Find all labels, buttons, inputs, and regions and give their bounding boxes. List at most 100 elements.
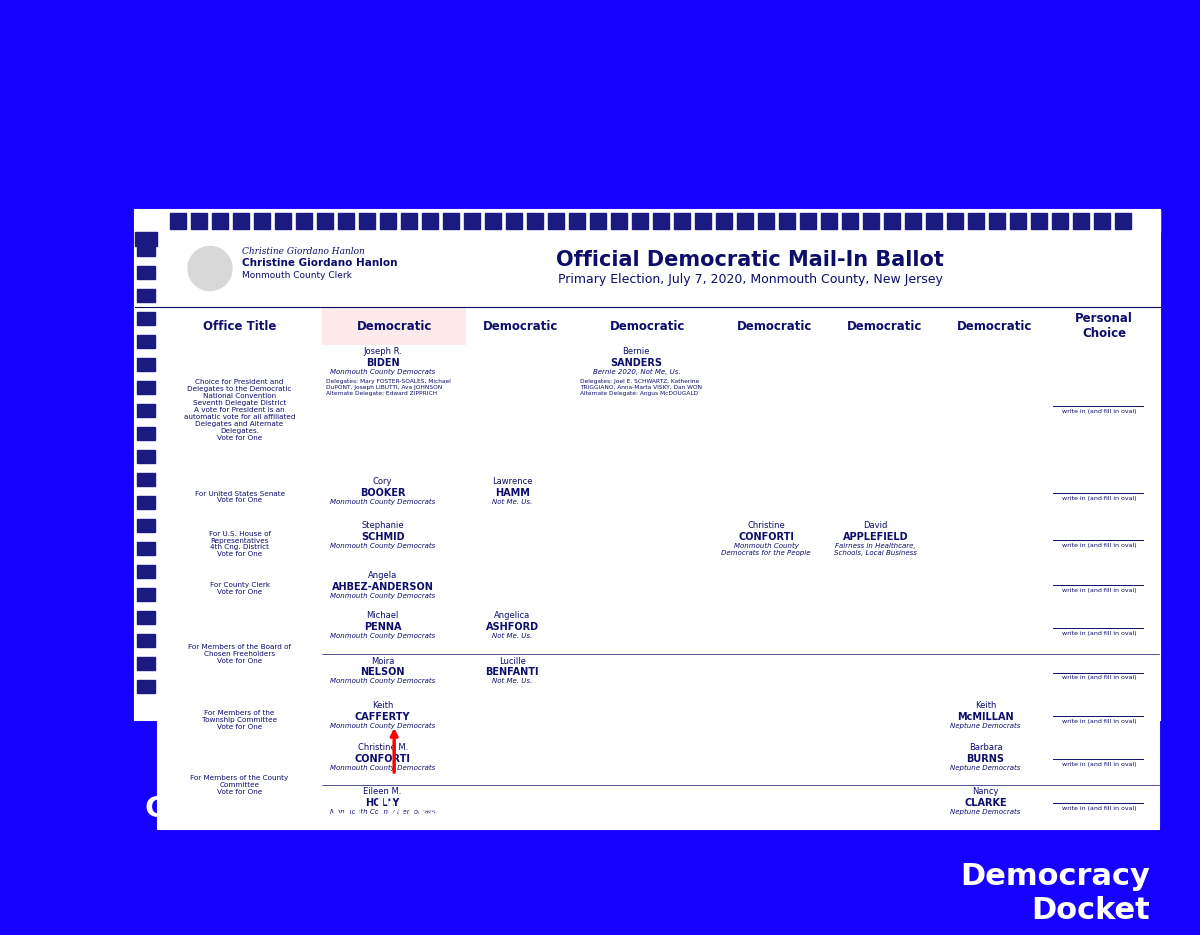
Text: Neptune Democrats: Neptune Democrats (950, 765, 1021, 771)
Bar (137, 381, 155, 394)
Bar (576, 569, 720, 609)
Bar (137, 565, 155, 578)
Text: Monmouth County Democrats: Monmouth County Democrats (330, 678, 436, 684)
Text: ASHFORD: ASHFORD (486, 622, 539, 632)
Bar (137, 335, 155, 348)
Ellipse shape (1145, 669, 1154, 677)
Bar (134, 210, 1160, 720)
Text: Stephanie: Stephanie (361, 522, 404, 530)
Text: For U.S. House of
Representatives
4th Cng. District
Vote for One: For U.S. House of Representatives 4th Cn… (209, 530, 271, 557)
Bar (940, 569, 1049, 609)
Ellipse shape (449, 704, 463, 714)
Text: Keith: Keith (372, 701, 394, 711)
Bar (359, 213, 374, 229)
Bar (466, 519, 576, 569)
Circle shape (188, 247, 232, 291)
Bar (275, 213, 292, 229)
Bar (1049, 741, 1159, 829)
Bar (466, 699, 576, 741)
Text: For County Clerk
Vote for One: For County Clerk Vote for One (210, 583, 270, 596)
Text: County ballot line: County ballot line (145, 795, 437, 823)
Text: APPLEFIELD: APPLEFIELD (842, 532, 908, 542)
Ellipse shape (449, 574, 463, 584)
Text: Delegates: Mary FOSTER-SOALES, Michael: Delegates: Mary FOSTER-SOALES, Michael (326, 379, 451, 383)
Bar (527, 213, 542, 229)
Bar (157, 699, 323, 741)
Text: Christine: Christine (748, 522, 785, 530)
Text: write in (and fill in oval): write in (and fill in oval) (1062, 675, 1136, 681)
Ellipse shape (449, 524, 463, 534)
Bar (317, 213, 334, 229)
Text: Fairness in Healthcare,: Fairness in Healthcare, (835, 543, 916, 549)
Bar (720, 609, 829, 699)
Ellipse shape (1145, 712, 1154, 720)
Ellipse shape (1145, 755, 1154, 763)
Bar (134, 232, 157, 246)
Text: write in (and fill in oval): write in (and fill in oval) (1062, 630, 1136, 636)
Text: CONFORTI: CONFORTI (355, 754, 410, 764)
Ellipse shape (1145, 489, 1154, 497)
Bar (137, 404, 155, 417)
Ellipse shape (1145, 799, 1154, 807)
Text: For United States Senate
Vote for One: For United States Senate Vote for One (194, 491, 284, 504)
Bar (720, 307, 829, 345)
Text: Democratic: Democratic (847, 320, 923, 333)
Text: Christine Giordano Hanlon: Christine Giordano Hanlon (242, 257, 397, 267)
Text: AHBEZ-ANDERSON: AHBEZ-ANDERSON (331, 582, 433, 592)
Bar (695, 213, 710, 229)
Bar (1049, 569, 1159, 609)
Text: Monmouth County Democrats: Monmouth County Democrats (330, 765, 436, 771)
Bar (1049, 345, 1159, 475)
Text: Bernie: Bernie (623, 348, 650, 356)
Text: Democratic: Democratic (484, 320, 559, 333)
Bar (1115, 213, 1132, 229)
Bar (191, 213, 208, 229)
Bar (720, 741, 829, 829)
Bar (720, 699, 829, 741)
Bar (590, 213, 606, 229)
Bar (829, 699, 940, 741)
Text: Delegates: Joel E. SCHWARTZ, Katherine: Delegates: Joel E. SCHWARTZ, Katherine (580, 379, 700, 383)
Bar (576, 609, 720, 699)
Bar (323, 699, 466, 741)
Bar (1049, 307, 1159, 345)
Bar (137, 611, 155, 624)
Text: For Members of the County
Committee
Vote for One: For Members of the County Committee Vote… (191, 775, 289, 795)
Text: SANDERS: SANDERS (611, 358, 662, 368)
Ellipse shape (1145, 536, 1154, 544)
Text: Neptune Democrats: Neptune Democrats (950, 723, 1021, 729)
Ellipse shape (559, 659, 572, 669)
Bar (466, 569, 576, 609)
Ellipse shape (449, 659, 463, 669)
Text: Cory: Cory (373, 478, 392, 486)
Bar (485, 213, 502, 229)
Bar (576, 307, 720, 345)
Bar (940, 609, 1049, 699)
Ellipse shape (1032, 704, 1046, 714)
Bar (170, 213, 186, 229)
Bar (466, 307, 576, 345)
Bar (758, 213, 774, 229)
Bar (506, 213, 522, 229)
Bar (323, 569, 466, 609)
Bar (323, 519, 466, 569)
Bar (157, 609, 323, 699)
Text: Not Me. Us.: Not Me. Us. (492, 633, 533, 639)
Bar (137, 312, 155, 325)
Bar (157, 475, 323, 519)
Bar (1049, 519, 1159, 569)
Text: Joseph R.: Joseph R. (364, 348, 402, 356)
Bar (940, 699, 1049, 741)
Bar (1049, 609, 1159, 699)
Bar (137, 427, 155, 440)
Bar (653, 213, 670, 229)
Bar (737, 213, 754, 229)
Bar (137, 473, 155, 486)
Bar (466, 345, 576, 475)
Text: Christine M.: Christine M. (358, 743, 408, 753)
Bar (674, 213, 690, 229)
Bar (569, 213, 586, 229)
Bar (401, 213, 418, 229)
Text: Christine Giordano Hanlon: Christine Giordano Hanlon (242, 248, 365, 256)
Text: CLARKE: CLARKE (965, 798, 1007, 808)
